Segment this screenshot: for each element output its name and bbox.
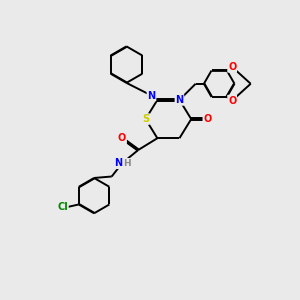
Text: N: N xyxy=(176,95,184,105)
Text: O: O xyxy=(203,114,211,124)
Text: H: H xyxy=(124,159,131,168)
Text: N: N xyxy=(147,91,155,100)
Text: O: O xyxy=(118,133,126,143)
Text: O: O xyxy=(228,95,236,106)
Text: O: O xyxy=(228,62,236,72)
Text: S: S xyxy=(142,114,149,124)
Text: N: N xyxy=(114,158,123,168)
Text: Cl: Cl xyxy=(57,202,68,212)
